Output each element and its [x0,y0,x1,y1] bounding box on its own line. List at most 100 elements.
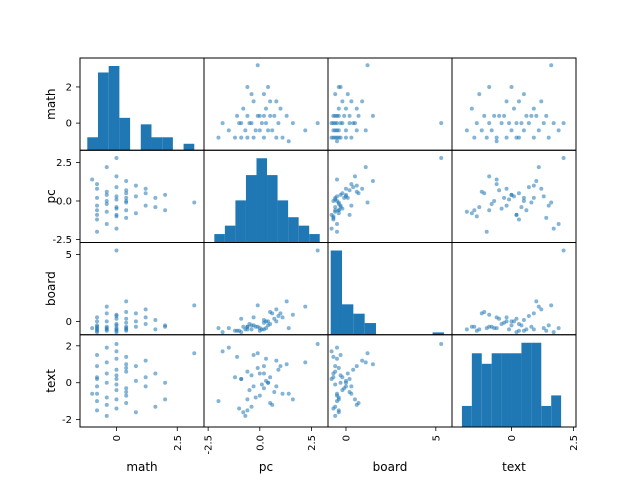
scatter-point-pc-board-24 [347,188,352,193]
scatter-point-pc-text-23 [551,226,556,231]
scatter-point-math-pc-3 [261,135,266,140]
x-tick-label-text-0: 0 [507,435,518,441]
histogram-bar-math-3 [119,117,131,151]
scatter-point-pc-board-8 [334,222,339,227]
scatter-point-board-pc-26 [284,299,289,304]
scatter-point-math-pc-28 [245,113,250,118]
scatter-point-pc-math-44 [114,212,119,217]
scatter-point-text-board-42 [365,351,370,356]
scatter-point-pc-text-24 [497,188,502,193]
scatter-point-pc-math-37 [143,186,148,191]
scatter-point-text-math-10 [104,371,109,376]
scatter-point-text-pc-40 [245,397,250,402]
scatter-point-text-pc-33 [241,410,246,415]
scatter-point-text-math-39 [153,371,158,376]
scatter-point-board-math-5 [95,323,100,328]
scatter-point-pc-math-29 [124,195,129,200]
scatter-point-math-pc-11 [253,128,258,133]
scatter-point-text-board-25 [336,365,341,370]
scatter-point-pc-math-42 [192,200,197,205]
scatter-point-text-pc-4 [274,384,279,389]
scatter-point-board-pc-33 [241,324,246,329]
scatter-point-text-pc-16 [247,388,252,393]
scatter-point-text-math-7 [95,377,100,382]
scatter-point-text-math-4 [95,384,100,389]
scatter-point-text-math-32 [133,378,138,383]
scatter-point-pc-math-27 [124,191,129,196]
scatter-point-text-board-13 [333,413,338,418]
scatter-point-pc-text-19 [541,194,546,199]
scatter-point-text-pc-19 [264,356,268,361]
scatter-point-math-pc-0 [216,135,221,140]
scatter-point-math-text-34 [531,106,536,111]
scatter-point-text-math-33 [133,410,138,415]
scatter-point-math-pc-23 [220,121,225,126]
x-tick-label-pc-0: -2.5 [204,435,215,455]
scatter-point-board-text-22 [507,327,512,332]
histogram-bar-text-7 [531,342,542,427]
histogram-bar-math-5 [140,124,152,151]
scatter-point-pc-math-2 [95,208,100,213]
scatter-point-math-board-24 [347,113,352,118]
y-tick-label-text-1: 0 [66,378,72,389]
scatter-point-text-math-14 [104,380,109,385]
scatter-point-text-pc-27 [268,401,273,406]
scatter-point-text-board-17 [351,367,356,372]
scatter-point-board-math-32 [133,319,138,324]
scatter-point-pc-text-8 [556,222,561,227]
scatter-point-text-pc-15 [315,341,320,346]
scatter-point-pc-math-24 [124,188,129,193]
scatter-point-pc-board-17 [351,185,356,190]
x-axis-label-math: math [126,460,157,474]
scatter-point-text-pc-10 [257,371,262,376]
scatter-point-board-pc-30 [235,328,240,333]
scatter-point-text-math-26 [124,362,129,367]
scatter-point-text-math-22 [114,382,119,387]
scatter-point-math-pc-43 [286,139,291,144]
scatter-point-math-pc-4 [274,135,279,140]
scatter-point-math-board-32 [343,106,348,111]
scatter-point-text-pc-3 [261,364,266,369]
scatter-point-math-text-38 [477,92,482,97]
scatter-point-board-text-42 [549,303,554,308]
scatter-point-pc-math-13 [104,209,109,214]
scatter-point-math-board-21 [338,121,343,126]
scatter-point-board-text-27 [482,310,487,315]
scatter-point-math-pc-24 [272,113,277,118]
scatter-point-board-math-7 [95,330,100,335]
scatter-point-pc-math-17 [114,185,119,190]
scatter-point-text-board-26 [370,362,375,367]
scatter-point-pc-math-30 [124,215,129,220]
scatter-point-board-pc-44 [239,316,244,321]
histogram-bar-pc-0 [214,234,225,243]
scatter-point-board-math-41 [163,323,168,328]
histogram-bar-text-9 [551,395,562,427]
scatter-point-text-math-40 [163,397,168,402]
scatter-point-pc-math-39 [153,195,158,200]
histogram-bar-pc-9 [309,234,320,243]
scatter-point-pc-math-40 [163,208,168,213]
scatter-point-math-text-31 [492,113,497,118]
scatter-point-pc-math-23 [114,226,119,231]
scatter-point-pc-text-39 [521,195,526,200]
scatter-point-math-text-32 [512,106,516,111]
scatter-point-text-math-42 [192,351,197,356]
scatter-point-pc-board-23 [329,226,334,231]
scatter-point-pc-math-8 [104,222,109,227]
scatter-point-math-pc-40 [245,84,250,89]
scatter-point-pc-text-10 [521,198,526,203]
scatter-point-board-math-39 [153,318,158,323]
scatter-point-text-math-20 [114,397,119,402]
scatter-point-pc-board-36 [349,203,354,208]
scatter-point-board-pc-43 [286,326,291,331]
scatter-point-board-pc-20 [290,312,295,317]
scatter-point-text-board-15 [439,341,444,346]
y-tick-label-board-1: 5 [66,250,72,261]
scatter-point-board-math-21 [114,323,119,328]
scatter-point-board-pc-40 [245,324,250,329]
scatter-point-text-math-19 [114,356,119,361]
histogram-bar-text-0 [461,405,472,427]
scatter-point-pc-text-13 [464,209,469,214]
scatter-point-pc-board-34 [354,183,359,188]
